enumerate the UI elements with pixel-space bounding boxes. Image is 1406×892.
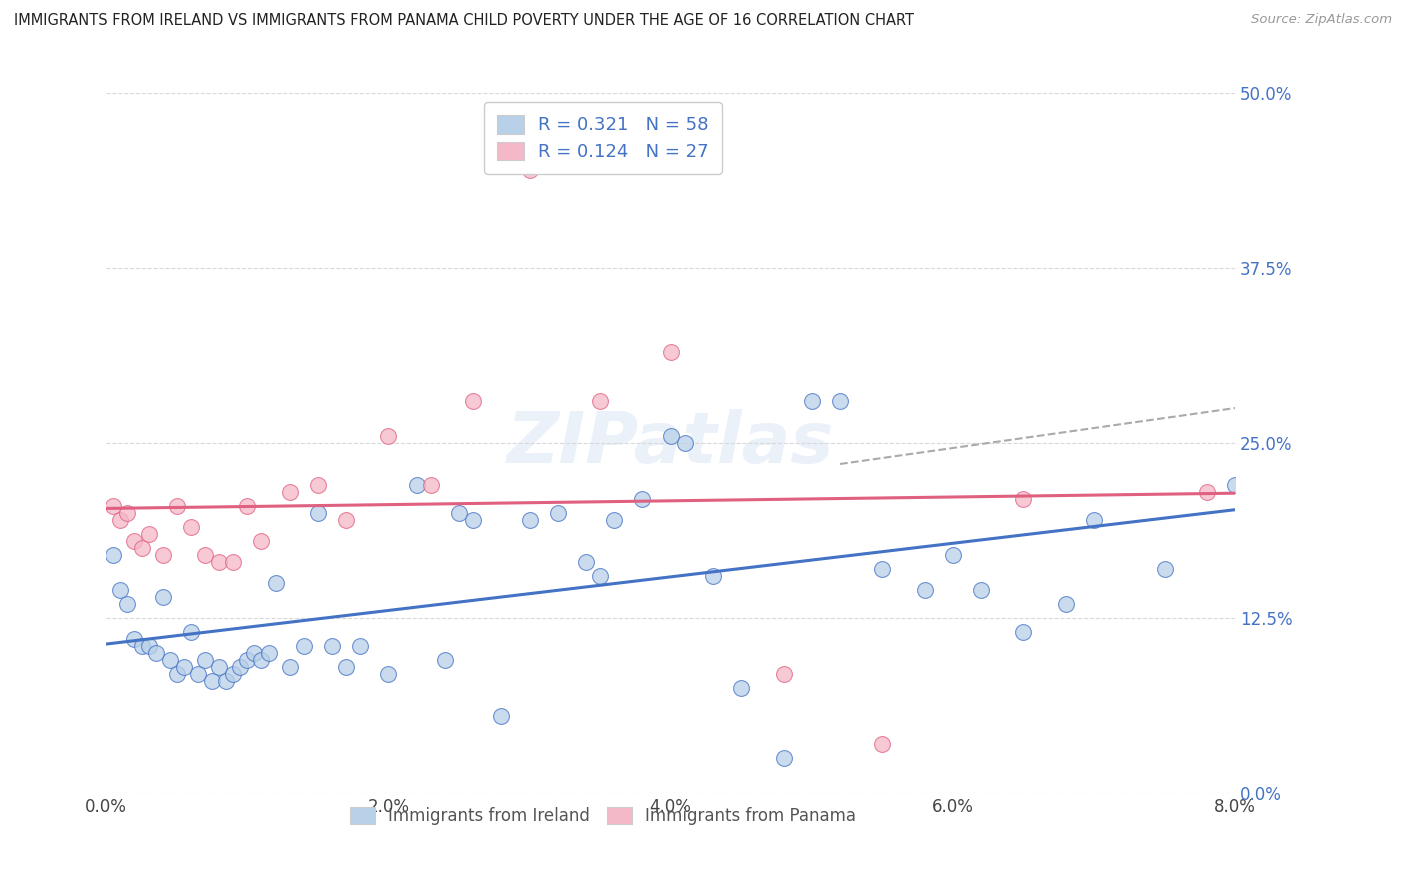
Point bbox=[321, 639, 343, 653]
Point bbox=[519, 513, 541, 527]
Point bbox=[166, 499, 188, 513]
Point bbox=[307, 478, 329, 492]
Point bbox=[208, 660, 231, 674]
Point bbox=[117, 597, 139, 611]
Point bbox=[349, 639, 371, 653]
Point bbox=[547, 506, 569, 520]
Text: Source: ZipAtlas.com: Source: ZipAtlas.com bbox=[1251, 13, 1392, 27]
Point bbox=[800, 394, 823, 409]
Point bbox=[575, 555, 598, 569]
Point bbox=[659, 429, 682, 443]
Point bbox=[250, 653, 273, 667]
Point bbox=[278, 660, 301, 674]
Point bbox=[1153, 562, 1175, 576]
Point bbox=[1054, 597, 1077, 611]
Point bbox=[145, 646, 167, 660]
Point bbox=[702, 569, 724, 583]
Point bbox=[159, 653, 181, 667]
Point bbox=[1195, 485, 1218, 500]
Point bbox=[970, 582, 993, 597]
Point bbox=[519, 163, 541, 178]
Point bbox=[447, 506, 470, 520]
Point bbox=[110, 582, 132, 597]
Point bbox=[103, 548, 125, 562]
Point bbox=[673, 436, 696, 450]
Point bbox=[730, 681, 752, 695]
Point bbox=[138, 527, 160, 541]
Point bbox=[103, 499, 125, 513]
Point bbox=[236, 653, 259, 667]
Point bbox=[138, 639, 160, 653]
Point bbox=[1012, 624, 1035, 639]
Point bbox=[229, 660, 252, 674]
Point bbox=[872, 737, 894, 751]
Point bbox=[257, 646, 280, 660]
Point bbox=[872, 562, 894, 576]
Point bbox=[180, 624, 202, 639]
Point bbox=[124, 632, 146, 646]
Point bbox=[152, 590, 174, 604]
Point bbox=[180, 520, 202, 534]
Point bbox=[589, 394, 612, 409]
Point bbox=[772, 666, 794, 681]
Point bbox=[335, 660, 357, 674]
Point bbox=[603, 513, 626, 527]
Point bbox=[124, 533, 146, 548]
Legend: Immigrants from Ireland, Immigrants from Panama: Immigrants from Ireland, Immigrants from… bbox=[342, 798, 865, 833]
Point bbox=[208, 555, 231, 569]
Point bbox=[772, 750, 794, 764]
Point bbox=[1223, 478, 1246, 492]
Point bbox=[335, 513, 357, 527]
Point bbox=[250, 533, 273, 548]
Point bbox=[631, 491, 654, 506]
Point bbox=[243, 646, 266, 660]
Point bbox=[278, 485, 301, 500]
Point bbox=[166, 666, 188, 681]
Text: IMMIGRANTS FROM IRELAND VS IMMIGRANTS FROM PANAMA CHILD POVERTY UNDER THE AGE OF: IMMIGRANTS FROM IRELAND VS IMMIGRANTS FR… bbox=[14, 13, 914, 29]
Point bbox=[194, 653, 217, 667]
Point bbox=[201, 673, 224, 688]
Point bbox=[589, 569, 612, 583]
Point bbox=[433, 653, 456, 667]
Point bbox=[222, 666, 245, 681]
Point bbox=[117, 506, 139, 520]
Point bbox=[194, 548, 217, 562]
Point bbox=[1012, 491, 1035, 506]
Point bbox=[491, 708, 513, 723]
Point bbox=[264, 575, 287, 590]
Point bbox=[1083, 513, 1105, 527]
Point bbox=[131, 541, 153, 555]
Point bbox=[828, 394, 851, 409]
Point bbox=[377, 429, 399, 443]
Point bbox=[419, 478, 441, 492]
Point bbox=[405, 478, 427, 492]
Point bbox=[461, 394, 484, 409]
Point bbox=[914, 582, 936, 597]
Point bbox=[173, 660, 195, 674]
Point bbox=[215, 673, 238, 688]
Point bbox=[292, 639, 315, 653]
Point bbox=[110, 513, 132, 527]
Point bbox=[222, 555, 245, 569]
Point bbox=[659, 345, 682, 359]
Point bbox=[377, 666, 399, 681]
Point bbox=[942, 548, 965, 562]
Point bbox=[236, 499, 259, 513]
Point bbox=[461, 513, 484, 527]
Point bbox=[152, 548, 174, 562]
Point bbox=[187, 666, 209, 681]
Point bbox=[307, 506, 329, 520]
Text: ZIPatlas: ZIPatlas bbox=[508, 409, 834, 477]
Point bbox=[131, 639, 153, 653]
